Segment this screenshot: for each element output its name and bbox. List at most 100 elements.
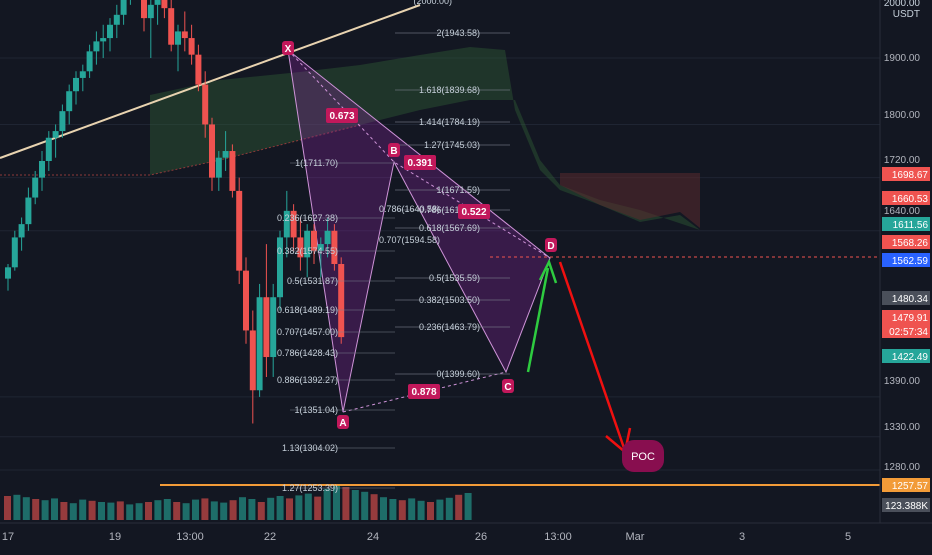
volume-bar bbox=[154, 500, 162, 520]
volume-bar bbox=[182, 503, 190, 520]
candle-body bbox=[73, 77, 79, 92]
price-badge-label: 123.388K bbox=[885, 501, 928, 512]
price-badge bbox=[882, 291, 930, 305]
fib-left-label: 1.13(1304.02) bbox=[282, 443, 338, 453]
harmonic-ratio-tag bbox=[404, 155, 436, 170]
volume-bar bbox=[229, 500, 237, 520]
candle-body bbox=[66, 91, 73, 112]
price-badge bbox=[882, 235, 930, 249]
fib-left-label: 0.5(1531.87) bbox=[287, 276, 338, 286]
candle-body bbox=[311, 230, 317, 251]
price-badge bbox=[882, 498, 930, 512]
candle-body bbox=[79, 71, 86, 78]
volume-bar bbox=[248, 499, 256, 520]
price-badge-label: 1479.91 bbox=[892, 313, 929, 324]
candle-body bbox=[168, 8, 175, 45]
volume-bar bbox=[22, 497, 30, 520]
fib-right-label: 1.618(1839.68) bbox=[419, 85, 480, 95]
candle-body bbox=[120, 0, 127, 15]
volume-bar bbox=[257, 502, 265, 520]
harmonic-point-marker bbox=[337, 415, 349, 429]
fib-left-label: 1(1711.70) bbox=[295, 158, 338, 168]
fib-right-label: 0.618(1567.69) bbox=[419, 223, 480, 233]
price-tick-label: 1800.00 bbox=[884, 110, 921, 121]
candle-body bbox=[100, 38, 107, 42]
volume-bar bbox=[380, 497, 387, 520]
candle-body bbox=[181, 31, 188, 39]
fib-right-label: 0.5(1535.59) bbox=[429, 273, 480, 283]
volume-bar bbox=[107, 502, 115, 520]
price-badge bbox=[882, 310, 930, 324]
fib-left-label: 0.236(1627.38) bbox=[277, 213, 338, 223]
time-tick-label: 26 bbox=[475, 531, 487, 543]
candle-body bbox=[188, 38, 195, 55]
volume-bar bbox=[126, 504, 134, 520]
price-badge-label: 1480.34 bbox=[892, 294, 929, 305]
fib-mid-label: 0.707(1594.58) bbox=[379, 235, 440, 245]
candle-body bbox=[161, 0, 168, 9]
volume-bar bbox=[314, 496, 322, 520]
poc-label: POC bbox=[631, 451, 655, 463]
currency-label: 2000.00 bbox=[884, 0, 921, 9]
fib-top-partial-label: (2000.00) bbox=[413, 0, 452, 6]
harmonic-ratio-label: 0.522 bbox=[461, 207, 486, 218]
volume-bar bbox=[201, 498, 209, 520]
volume-bar bbox=[436, 499, 444, 520]
time-tick-label: 22 bbox=[264, 531, 276, 543]
currency-label: USDT bbox=[893, 9, 920, 20]
fib-left-label: 1(1351.04) bbox=[294, 405, 338, 415]
volume-bar bbox=[333, 485, 340, 520]
candle-body bbox=[113, 14, 120, 25]
price-badge-label: 1568.26 bbox=[892, 238, 929, 249]
candle-body bbox=[222, 151, 229, 158]
candle-body bbox=[324, 230, 331, 245]
time-tick-label: 17 bbox=[2, 531, 14, 543]
volume-bar bbox=[286, 498, 293, 520]
volume-bar bbox=[455, 494, 463, 520]
candle-body bbox=[338, 264, 345, 338]
price-badge-label: 1660.53 bbox=[892, 194, 929, 205]
fib-right-label: 0.382(1503.50) bbox=[419, 295, 480, 305]
price-axis bbox=[880, 0, 932, 550]
candle-body bbox=[5, 267, 11, 279]
volume-bar bbox=[295, 495, 303, 520]
candle-body bbox=[59, 111, 66, 132]
time-tick-label: 3 bbox=[739, 531, 745, 543]
candle-body bbox=[317, 244, 324, 251]
candle-body bbox=[229, 151, 236, 191]
candle-body bbox=[215, 157, 222, 178]
candle-body bbox=[175, 31, 181, 45]
candle-body bbox=[249, 330, 256, 391]
harmonic-pattern bbox=[287, 48, 551, 413]
fib-left-label: 0.382(1574.55) bbox=[277, 246, 338, 256]
fib-left-label: 0.786(1428.43) bbox=[277, 348, 338, 358]
poc-bubble bbox=[622, 440, 664, 472]
volume-bar bbox=[239, 497, 246, 520]
projection-up-arrow bbox=[526, 267, 550, 373]
volume-bar bbox=[464, 493, 472, 520]
fib-right-label: 0(1399.60) bbox=[436, 369, 480, 379]
price-badge bbox=[882, 167, 930, 181]
candle-body bbox=[331, 230, 338, 264]
volume-bar bbox=[41, 500, 49, 520]
volume-bar bbox=[427, 502, 434, 520]
price-badge-label: 1611.56 bbox=[893, 220, 929, 231]
time-tick-label: 13:00 bbox=[544, 531, 572, 543]
ichimoku-cloud bbox=[150, 47, 700, 230]
candle-body bbox=[277, 237, 283, 298]
volume-bar bbox=[445, 497, 453, 520]
volume-bar bbox=[220, 502, 228, 520]
price-badge-label: 1257.57 bbox=[892, 481, 929, 492]
time-tick-label: 24 bbox=[367, 531, 379, 543]
time-tick-label: Mar bbox=[626, 531, 645, 543]
harmonic-point-label: C bbox=[504, 382, 511, 393]
volume-bar bbox=[88, 500, 96, 520]
volume-bar bbox=[210, 501, 218, 520]
volume-bar bbox=[60, 502, 68, 520]
harmonic-point-label: A bbox=[339, 418, 346, 429]
volume-bar bbox=[389, 499, 397, 520]
fib-left-label: 0.886(1392.27) bbox=[277, 375, 338, 385]
candle-body bbox=[147, 4, 154, 19]
